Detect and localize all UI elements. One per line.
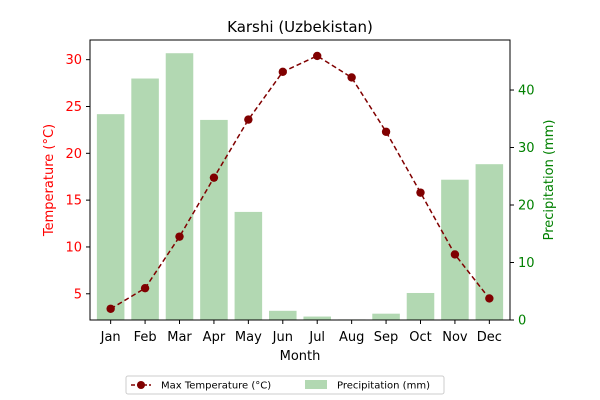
right-y-axis-label: Precipitation (mm) [542,120,557,241]
legend-frame [125,375,445,395]
x-tick-label: Nov [442,330,468,345]
temperature-line [106,51,494,313]
left-tick-label: 10 [65,240,82,255]
x-tick-label: Mar [167,330,192,345]
legend-label-precipitation: Precipitation (mm) [337,381,430,392]
left-tick-label: 25 [65,100,82,115]
precip-bar-dec [475,164,504,320]
precip-bar-jul [303,316,331,320]
right-tick-label: 0 [518,314,526,329]
temp-point-may [244,115,253,124]
temp-point-mar [175,232,184,241]
left-tick-label: 20 [65,147,82,162]
legend: Max Temperature (°C) Precipitation (mm) [125,375,445,395]
precip-bar-may [234,211,263,320]
temperature-series-line [110,55,490,310]
right-tick-label: 10 [518,256,535,271]
x-tick-label: Jan [100,330,121,345]
x-tick-label: Sep [374,330,399,345]
precip-bar-jun [269,310,297,320]
left-y-axis-label: Temperature (°C) [42,124,57,237]
x-tick-label: Apr [203,330,226,345]
precip-bar-jan [96,114,125,320]
legend-line-marker [137,381,145,389]
left-tick-label: 5 [74,287,82,302]
right-tick-label: 30 [518,141,535,156]
temp-point-feb [140,283,150,293]
x-axis-label: Month [280,349,321,364]
temp-point-jul [313,51,322,61]
precip-bar-apr [200,119,228,320]
right-tick-label: 20 [518,199,535,214]
temp-point-jun [278,67,287,77]
precip-bar-nov [441,179,469,320]
x-tick-label: Jun [272,330,293,345]
temp-point-apr [209,173,219,182]
temp-point-dec [485,294,494,303]
plot-frame [89,39,511,321]
chart-title: Karshi (Uzbekistan) [227,18,373,36]
left-tick-label: 15 [65,194,82,209]
temp-point-jan [106,304,115,313]
temp-point-sep [381,127,391,136]
x-tick-label: Oct [409,330,431,345]
right-y-axis: 0 10 20 30 40 [510,84,535,329]
x-tick-label: Dec [477,330,502,345]
x-axis: Jan Feb Mar Apr May Jun Jul Aug Sep Oct Nov Dec [100,320,502,345]
left-y-axis: 5 10 15 20 25 30 [65,53,90,302]
legend-label-temperature: Max Temperature (°C) [161,381,271,392]
legend-bar-swatch [305,380,327,389]
temp-point-aug [347,73,356,82]
precip-bar-oct [406,292,435,320]
x-tick-label: May [235,330,262,345]
precipitation-bars [96,53,504,321]
left-tick-label: 30 [65,53,82,68]
precip-bar-feb [131,78,159,320]
x-tick-label: Aug [339,330,364,345]
temp-point-oct [416,188,425,197]
precip-bar-sep [372,313,400,320]
x-tick-label: Feb [134,330,157,345]
right-tick-label: 40 [518,84,535,99]
temp-point-nov [450,250,460,259]
x-tick-label: Jul [308,330,325,345]
precip-bar-mar [165,53,194,321]
